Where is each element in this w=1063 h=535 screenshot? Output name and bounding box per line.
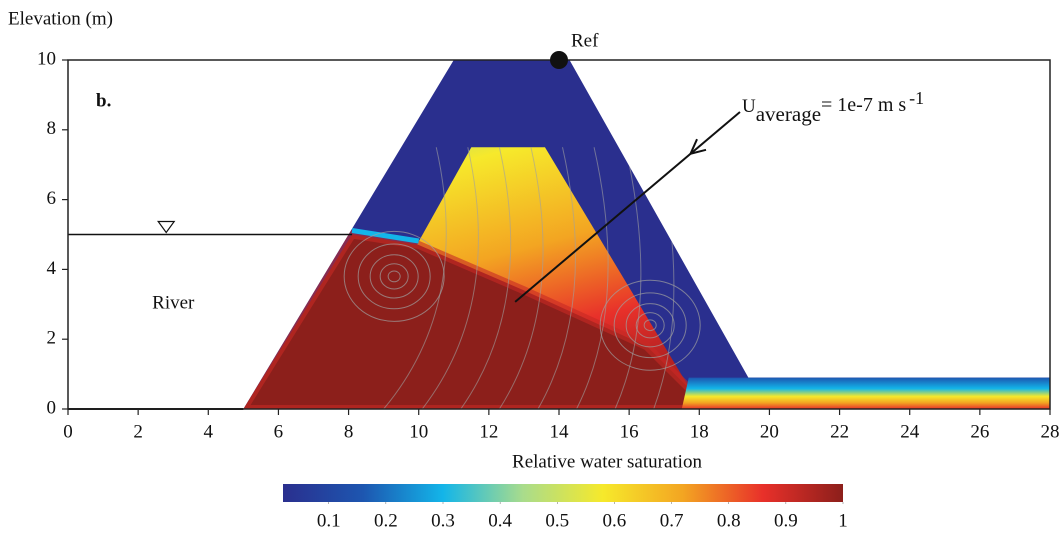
ref-point [550, 51, 568, 69]
colorbar-tick-label: 0.4 [488, 510, 512, 531]
colorbar-tick-label: 0.3 [431, 510, 455, 531]
contour-line [498, 147, 544, 409]
x-tick-label: 10 [409, 421, 428, 442]
colorbar-tick-label: 0.6 [603, 510, 627, 531]
colorbar-tick-label: 0.5 [545, 510, 569, 531]
x-tick-label: 28 [1041, 421, 1060, 442]
contour-line [460, 147, 512, 409]
contour-line [343, 230, 445, 322]
velocity-label: Uaverage= 1e-7 m s -1 [742, 88, 924, 126]
y-tick-label: 10 [37, 48, 56, 69]
contour-line [421, 147, 479, 409]
contour-line [599, 279, 701, 371]
colorbar-tick-label: 0.1 [317, 510, 341, 531]
contour-line [387, 270, 401, 283]
contour-line [643, 319, 657, 332]
colorbar-tick-label: 1 [838, 510, 848, 531]
contour-line [613, 292, 687, 359]
x-tick-label: 12 [479, 421, 498, 442]
colorbar-tick-label: 0.9 [774, 510, 798, 531]
velocity-label-part: average [756, 102, 821, 126]
contour-line [369, 254, 419, 299]
x-tick-label: 0 [63, 421, 73, 442]
ref-label: Ref [571, 30, 599, 51]
velocity-arrow [514, 111, 741, 303]
contour-line [379, 263, 409, 290]
velocity-label-part: U [742, 96, 756, 117]
colorbar-label: Relative water saturation [512, 451, 702, 472]
contour-line [625, 303, 675, 348]
contour-line [357, 243, 431, 310]
x-tick-label: 24 [900, 421, 920, 442]
velocity-label-part: -1 [909, 88, 924, 108]
capillary-fringe [351, 228, 420, 244]
velocity-label-part: = 1e-7 m s [821, 94, 906, 116]
colorbar-tick-label: 0.7 [660, 510, 684, 531]
x-tick-label: 20 [760, 421, 779, 442]
contour-line [614, 147, 642, 409]
x-tick-label: 22 [830, 421, 849, 442]
river-label: River [152, 293, 195, 314]
colorbar-tick-label: 0.8 [717, 510, 741, 531]
contour-line [383, 147, 447, 409]
y-axis-label: Elevation (m) [8, 8, 113, 29]
y-tick-label: 6 [47, 188, 57, 209]
x-tick-label: 6 [274, 421, 284, 442]
colorbar [283, 484, 843, 502]
contour-line [537, 147, 576, 409]
x-tick-label: 2 [133, 421, 143, 442]
x-tick-label: 26 [970, 421, 989, 442]
x-tick-label: 8 [344, 421, 354, 442]
colorbar-tick-label: 0.2 [374, 510, 398, 531]
y-tick-label: 0 [47, 397, 57, 418]
water-level-marker [157, 220, 176, 234]
x-tick-label: 18 [690, 421, 709, 442]
panel-label: b. [96, 90, 111, 111]
x-tick-label: 16 [620, 421, 639, 442]
arrow-head [688, 138, 707, 156]
y-tick-label: 8 [47, 118, 57, 139]
x-tick-label: 14 [550, 421, 570, 442]
y-tick-label: 2 [47, 328, 57, 349]
y-tick-label: 4 [47, 258, 57, 279]
contour-line [576, 147, 609, 409]
x-tick-label: 4 [204, 421, 214, 442]
contour-line [635, 312, 665, 339]
drain-zone [681, 377, 1050, 409]
